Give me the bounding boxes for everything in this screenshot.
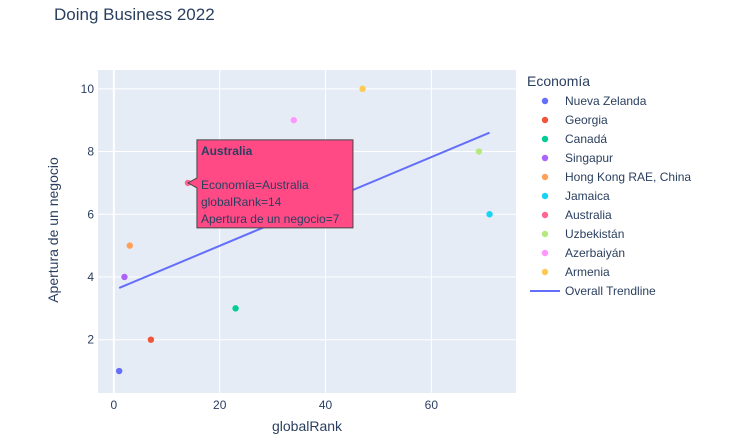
data-point-armenia[interactable] <box>359 85 366 93</box>
y-axis-title: Apertura de un negocio <box>45 157 61 303</box>
legend-marker[interactable] <box>541 116 549 124</box>
plot-area <box>98 70 516 393</box>
tooltip-line: Economía=Australia <box>201 178 309 192</box>
data-point-canad-[interactable] <box>232 305 239 312</box>
y-tick-label: 2 <box>87 333 94 347</box>
y-tick-label: 10 <box>81 82 95 96</box>
legend-marker[interactable] <box>541 192 549 200</box>
data-point-uzbekist-n[interactable] <box>475 148 483 155</box>
legend-item-label[interactable]: Azerbaiyán <box>565 246 625 260</box>
y-tick-labels: 2 4 6 8 10 <box>81 82 95 347</box>
legend-item-label[interactable]: Uzbekistán <box>565 227 624 241</box>
grid-lines <box>98 70 516 393</box>
legend-marker[interactable] <box>541 230 549 238</box>
legend-marker[interactable] <box>541 173 549 181</box>
data-point-hong-kong-rae-china[interactable] <box>126 242 133 249</box>
legend-item-label[interactable]: Singapur <box>565 151 613 165</box>
legend-item-label[interactable]: Nueva Zelanda <box>565 94 647 108</box>
legend-item-label[interactable]: Armenia <box>565 265 610 279</box>
y-tick-label: 8 <box>87 145 94 159</box>
legend-marker[interactable] <box>541 211 549 219</box>
hover-tooltip: Australia Economía=Australia globalRank=14… <box>186 139 354 229</box>
legend-marker[interactable] <box>541 249 549 257</box>
tooltip-line: Apertura de un negocio=7 <box>201 212 340 226</box>
legend-item-label[interactable]: Hong Kong RAE, China <box>565 170 691 184</box>
x-tick-label: 60 <box>425 398 439 412</box>
x-tick-label: 0 <box>111 398 118 412</box>
legend-marker[interactable] <box>541 154 549 162</box>
data-point-azerbaiy-n[interactable] <box>290 116 297 124</box>
y-tick-label: 6 <box>87 207 94 221</box>
legend-item-label[interactable]: Georgia <box>565 113 608 127</box>
x-tick-labels: 0 20 40 60 <box>111 398 439 412</box>
data-point-singapur[interactable] <box>121 273 128 281</box>
data-point-nueva-zelanda[interactable] <box>115 367 123 375</box>
data-points <box>115 85 493 375</box>
legend[interactable]: Economía Nueva Zelanda Georgia Canadá Singa… <box>527 73 691 298</box>
tooltip-line: globalRank=14 <box>201 195 282 209</box>
legend-marker[interactable] <box>541 268 549 276</box>
tooltip-header: Australia <box>201 144 253 158</box>
legend-item-label[interactable]: Overall Trendline <box>565 284 656 298</box>
x-tick-label: 40 <box>319 398 333 412</box>
y-tick-label: 4 <box>87 270 94 284</box>
legend-item-label[interactable]: Jamaica <box>565 189 610 203</box>
tooltip-box <box>186 139 354 229</box>
x-axis-title: globalRank <box>272 418 343 434</box>
legend-marker[interactable] <box>541 135 549 143</box>
legend-item-label[interactable]: Australia <box>565 208 612 222</box>
legend-item-label[interactable]: Canadá <box>565 132 607 146</box>
legend-marker[interactable] <box>541 97 549 105</box>
chart-title: Doing Business 2022 <box>54 5 215 24</box>
data-point-jamaica[interactable] <box>486 211 493 218</box>
legend-title: Economía <box>527 73 590 89</box>
data-point-georgia[interactable] <box>147 336 155 343</box>
x-tick-label: 20 <box>213 398 227 412</box>
